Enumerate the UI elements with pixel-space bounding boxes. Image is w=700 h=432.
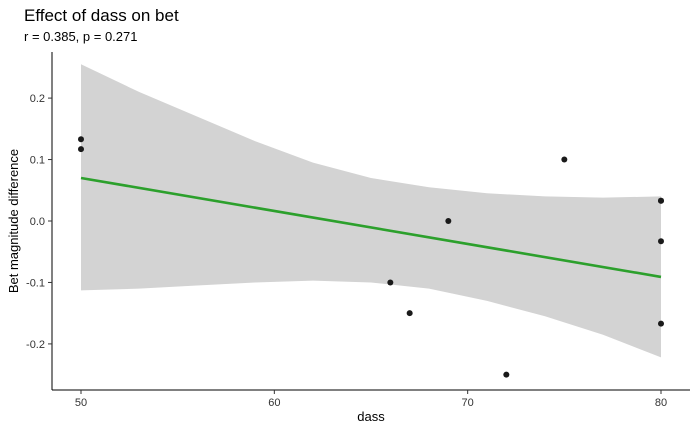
x-tick-label: 60 <box>268 397 280 409</box>
y-tick-label: 0.0 <box>30 216 45 228</box>
data-point <box>658 197 664 204</box>
data-point <box>503 371 510 378</box>
data-point <box>78 146 84 153</box>
x-tick-label: 80 <box>655 397 667 409</box>
chart-subtitle: r = 0.385, p = 0.271 <box>24 29 137 44</box>
x-axis-title: dass <box>357 409 385 424</box>
data-point <box>658 238 664 245</box>
x-tick-label: 50 <box>75 397 87 409</box>
axes: 50 60 70 80 -0.2 -0.1 0.0 0.1 0.2 <box>26 52 690 409</box>
regression-line <box>80 176 662 279</box>
y-tick-label: -0.2 <box>26 339 45 351</box>
y-tick-label: 0.2 <box>30 93 45 105</box>
data-point <box>78 136 84 143</box>
data-point <box>406 310 413 317</box>
data-point <box>387 279 394 286</box>
y-tick-label: 0.1 <box>30 155 45 167</box>
data-point <box>658 320 664 327</box>
data-point <box>561 156 568 163</box>
y-axis-title: Bet magnitude difference <box>6 149 21 293</box>
data-point <box>445 218 452 224</box>
chart-title: Effect of dass on bet <box>24 6 179 25</box>
y-tick-label: -0.1 <box>26 277 45 289</box>
x-tick-label: 70 <box>462 397 474 409</box>
confidence-band <box>81 64 661 358</box>
plot-area <box>78 64 664 378</box>
